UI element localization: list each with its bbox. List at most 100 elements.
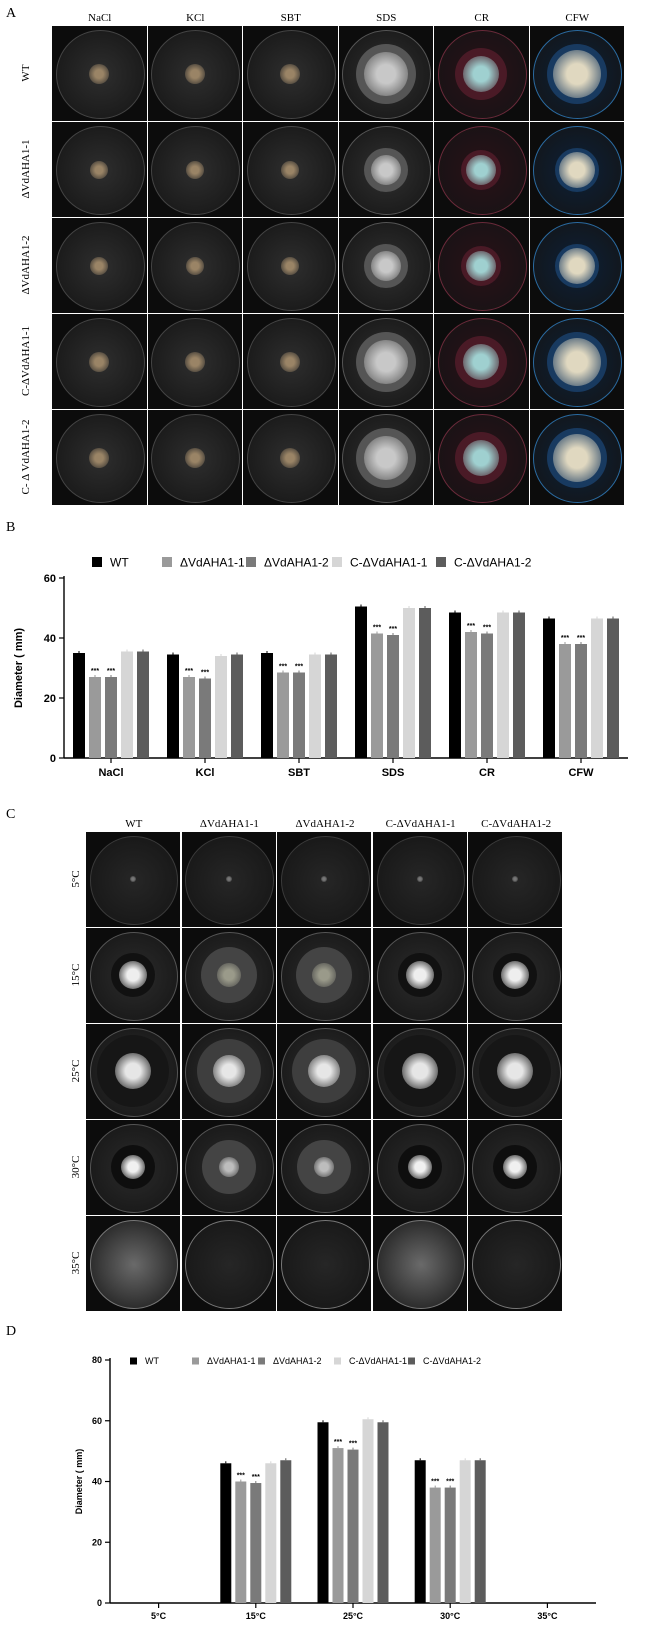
colony (370, 250, 401, 281)
plate-photo (529, 122, 624, 217)
y-tick-label: 60 (92, 1416, 102, 1426)
column-label: WT (125, 818, 143, 830)
column-label: SDS (376, 12, 397, 24)
plate-photo (52, 122, 147, 217)
significance-marker: *** (577, 635, 585, 642)
column-label: C-ΔVdAHA1-1 (385, 818, 456, 830)
plate-photo (181, 832, 276, 927)
plate-photo (434, 218, 529, 313)
bar (419, 608, 431, 758)
plate-photo (529, 314, 624, 409)
row-label: WT (20, 64, 32, 82)
colony (401, 1053, 438, 1090)
column-label: SBT (280, 12, 301, 24)
colony (184, 351, 205, 372)
petri-dish (246, 126, 336, 215)
plate-photo (434, 26, 529, 121)
x-tick-label: NaCl (98, 767, 123, 779)
plate-photo (86, 1024, 181, 1119)
x-tick-label: 5°C (151, 1611, 167, 1621)
bar (474, 1460, 486, 1603)
bar (121, 651, 133, 758)
legend-swatch (334, 1357, 341, 1365)
legend-label: ΔVdAHA1-1 (180, 555, 245, 569)
plate-photo (372, 1024, 467, 1119)
y-tick-label: 20 (44, 693, 56, 705)
colony (225, 876, 232, 883)
bar (280, 1460, 292, 1603)
plate-photo (277, 928, 372, 1023)
y-tick-label: 0 (97, 1598, 102, 1608)
significance-marker: *** (483, 625, 491, 632)
significance-marker: *** (389, 626, 397, 633)
y-axis-title: Diameter ( mm) (74, 1449, 84, 1515)
plate-photo (277, 1024, 372, 1119)
plate-photo (468, 1216, 563, 1311)
bar (497, 612, 509, 758)
legend-swatch (436, 557, 446, 567)
plate-photo (468, 928, 563, 1023)
significance-marker: *** (91, 668, 99, 675)
plate-photo (147, 410, 242, 505)
colony (280, 351, 301, 372)
plate-photo (372, 1120, 467, 1215)
bar (403, 608, 415, 758)
bar (183, 677, 195, 758)
plate-photo (181, 928, 276, 1023)
bar (167, 654, 179, 758)
colony (501, 961, 530, 990)
bar (607, 618, 619, 758)
plate-photo (243, 26, 338, 121)
bar (449, 612, 461, 758)
plate-photo (434, 410, 529, 505)
legend-swatch (92, 557, 102, 567)
panel-letter-a: A (6, 6, 17, 21)
bar (429, 1487, 441, 1603)
plate-photo (147, 26, 242, 121)
legend-label: ΔVdAHA1-2 (273, 1356, 322, 1366)
panel-letter-c: C (6, 807, 16, 822)
y-tick-label: 20 (92, 1537, 102, 1547)
colony (218, 1157, 239, 1178)
row-label: ΔVdAHA1-1 (20, 139, 32, 199)
x-tick-label: CFW (568, 767, 594, 779)
column-label: NaCl (88, 12, 112, 24)
bar (371, 633, 383, 758)
plate-photo (181, 1216, 276, 1311)
plate-photo (243, 410, 338, 505)
bar (73, 653, 85, 758)
colony (552, 337, 601, 386)
colony (416, 876, 423, 883)
bar (543, 618, 555, 758)
colony (321, 876, 328, 883)
colony (497, 1053, 534, 1090)
bar (575, 644, 587, 758)
plate-photo (86, 1120, 181, 1215)
colony (512, 876, 519, 883)
plate-photo (86, 832, 181, 927)
plate-photo (52, 410, 147, 505)
plate-photo (147, 314, 242, 409)
row-label: ΔVdAHA1-2 (20, 235, 32, 295)
column-label: ΔVdAHA1-2 (295, 818, 355, 830)
chart-b: WT ΔVdAHA1-1 ΔVdAHA1-2 C-ΔVdAHA1-1 C-ΔVdAHA1… (13, 555, 628, 779)
bar (293, 672, 305, 758)
plate-photo (181, 1024, 276, 1119)
plate-photo (86, 1216, 181, 1311)
row-label: 5°C (70, 870, 82, 888)
plate-photo (243, 122, 338, 217)
petri-dish (376, 1219, 466, 1309)
plate-photo (338, 26, 433, 121)
significance-marker: *** (279, 664, 287, 671)
bar (387, 635, 399, 758)
significance-marker: *** (561, 635, 569, 642)
y-tick-label: 40 (92, 1477, 102, 1487)
petri-dish (280, 1219, 370, 1309)
colony (90, 160, 109, 179)
colony (503, 1155, 528, 1180)
bar (377, 1422, 389, 1603)
significance-marker: *** (334, 1439, 342, 1446)
plate-photo (338, 218, 433, 313)
row-label: C- Δ VdAHA1-2 (20, 419, 32, 495)
legend-label: C-ΔVdAHA1-2 (423, 1356, 481, 1366)
